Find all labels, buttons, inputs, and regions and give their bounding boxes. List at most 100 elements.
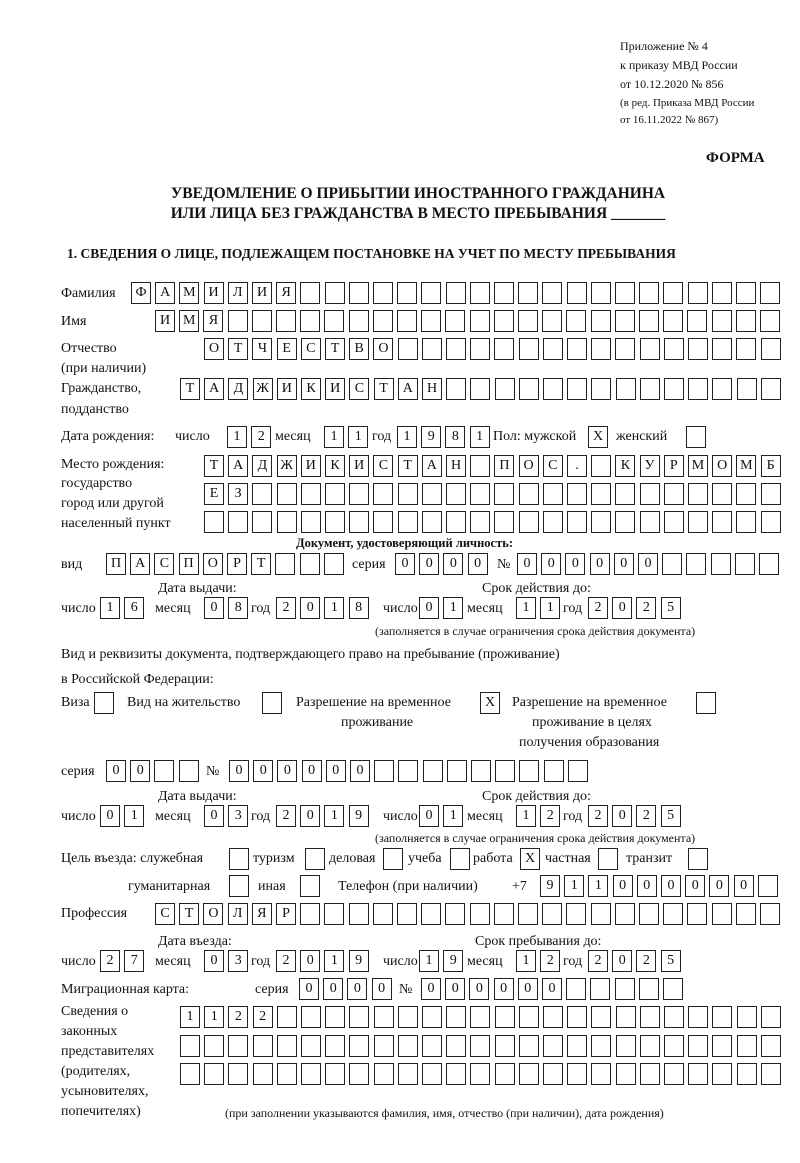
char-box[interactable] (590, 903, 611, 925)
char-box[interactable] (760, 310, 780, 332)
char-box[interactable]: 0 (204, 950, 224, 972)
char-box[interactable] (736, 1035, 757, 1057)
char-box[interactable] (325, 1006, 346, 1028)
char-box[interactable] (712, 1035, 733, 1057)
char-box[interactable] (590, 978, 611, 1000)
char-box[interactable]: 1 (588, 875, 609, 897)
char-box[interactable] (760, 903, 780, 925)
char-box[interactable] (615, 1035, 636, 1057)
char-box[interactable] (228, 1063, 249, 1085)
char-box[interactable] (252, 511, 273, 533)
char-box[interactable] (710, 553, 731, 575)
char-box[interactable] (445, 310, 466, 332)
char-box[interactable]: 9 (348, 805, 369, 827)
char-box[interactable] (542, 483, 563, 505)
char-box[interactable] (696, 692, 716, 714)
char-box[interactable] (639, 1063, 660, 1085)
char-box[interactable]: О (518, 455, 539, 477)
char-box[interactable] (688, 338, 708, 360)
char-box[interactable] (229, 848, 249, 870)
char-box[interactable]: Я (251, 903, 272, 925)
char-box[interactable] (494, 338, 515, 360)
char-box[interactable] (349, 1006, 370, 1028)
char-box[interactable] (759, 553, 779, 575)
char-box[interactable]: О (202, 553, 223, 575)
char-box[interactable] (372, 903, 393, 925)
char-box[interactable] (300, 310, 321, 332)
char-box[interactable] (397, 511, 418, 533)
char-box[interactable] (591, 511, 612, 533)
char-box[interactable] (566, 903, 587, 925)
char-box[interactable]: 1 (324, 597, 345, 619)
char-box[interactable]: В (349, 338, 370, 360)
char-box[interactable]: А (397, 378, 418, 400)
char-box[interactable] (518, 378, 539, 400)
char-box[interactable]: П (494, 455, 515, 477)
char-box[interactable] (373, 511, 394, 533)
char-box[interactable]: Н (422, 378, 442, 400)
char-box[interactable]: 2 (636, 805, 657, 827)
char-box[interactable]: 0 (130, 760, 151, 782)
char-box[interactable]: 1 (540, 597, 561, 619)
char-box[interactable] (663, 511, 684, 533)
char-box[interactable] (663, 282, 684, 304)
char-box[interactable]: 0 (612, 875, 633, 897)
char-box[interactable] (493, 903, 514, 925)
char-box[interactable] (445, 282, 466, 304)
char-box[interactable] (712, 378, 733, 400)
char-box[interactable]: 1 (397, 426, 417, 448)
char-box[interactable] (276, 483, 297, 505)
char-box[interactable] (397, 310, 417, 332)
char-box[interactable]: Т (204, 455, 224, 477)
char-box[interactable] (324, 903, 345, 925)
char-box[interactable]: 0 (589, 553, 610, 575)
char-box[interactable]: 2 (100, 950, 120, 972)
char-box[interactable]: Ж (252, 378, 273, 400)
char-box[interactable] (276, 511, 297, 533)
char-box[interactable] (469, 282, 490, 304)
char-box[interactable] (542, 511, 563, 533)
char-box[interactable]: О (203, 903, 224, 925)
char-box[interactable]: 5 (660, 597, 681, 619)
char-box[interactable]: Я (203, 310, 224, 332)
char-box[interactable] (446, 338, 466, 360)
char-box[interactable] (422, 1035, 442, 1057)
char-box[interactable]: 0 (253, 760, 274, 782)
char-box[interactable] (373, 1006, 394, 1028)
char-box[interactable] (711, 310, 732, 332)
char-box[interactable]: 1 (180, 1006, 200, 1028)
char-box[interactable]: 0 (421, 978, 441, 1000)
char-box[interactable]: 2 (276, 805, 296, 827)
char-box[interactable] (664, 1006, 684, 1028)
char-box[interactable]: М (736, 455, 757, 477)
char-box[interactable] (591, 483, 612, 505)
char-box[interactable] (663, 978, 683, 1000)
char-box[interactable]: 1 (324, 805, 345, 827)
char-box[interactable] (446, 1063, 467, 1085)
char-box[interactable] (567, 483, 587, 505)
char-box[interactable] (421, 282, 442, 304)
char-box[interactable]: 0 (419, 553, 440, 575)
char-box[interactable]: 2 (276, 597, 296, 619)
char-box[interactable] (567, 760, 588, 782)
char-box[interactable]: И (203, 282, 224, 304)
char-box[interactable]: 5 (660, 950, 681, 972)
char-box[interactable] (398, 760, 419, 782)
char-box[interactable]: М (688, 455, 708, 477)
char-box[interactable] (567, 1035, 588, 1057)
char-box[interactable] (300, 511, 321, 533)
char-box[interactable] (470, 378, 491, 400)
char-box[interactable] (494, 1006, 515, 1028)
char-box[interactable] (688, 848, 708, 870)
char-box[interactable] (252, 1035, 273, 1057)
char-box[interactable]: 0 (445, 978, 466, 1000)
char-box[interactable]: 0 (325, 760, 346, 782)
char-box[interactable]: Б (760, 455, 781, 477)
char-box[interactable]: 1 (419, 950, 439, 972)
char-box[interactable] (324, 310, 345, 332)
char-box[interactable] (349, 1063, 370, 1085)
char-box[interactable] (397, 1063, 418, 1085)
char-box[interactable]: С (154, 553, 175, 575)
char-box[interactable] (180, 1063, 200, 1085)
char-box[interactable] (543, 1006, 563, 1028)
